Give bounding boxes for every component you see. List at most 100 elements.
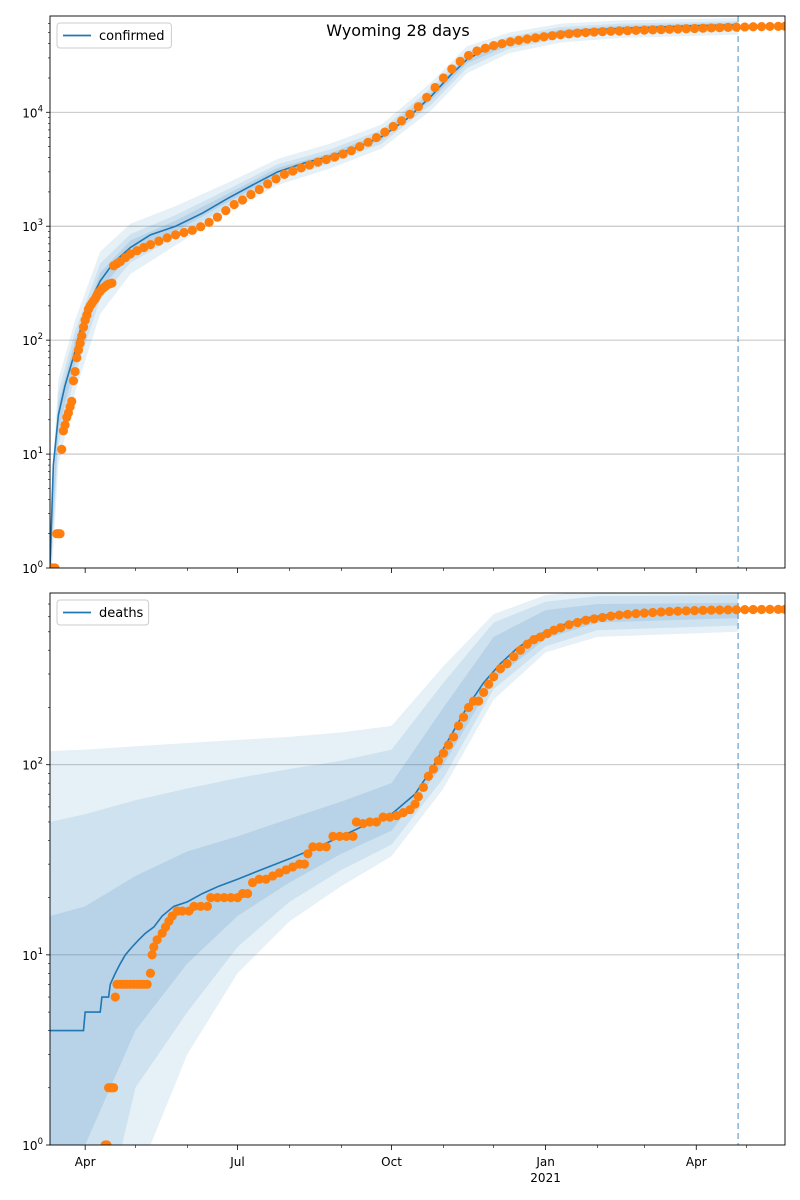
observed-point [455, 56, 465, 66]
observed-point [664, 606, 675, 617]
observed-point [681, 24, 691, 34]
observed-point [341, 831, 351, 841]
observed-point [539, 32, 549, 42]
observed-point [142, 979, 152, 989]
observed-point [328, 831, 338, 841]
observed-point [648, 607, 658, 618]
observed-point [145, 239, 156, 250]
observed-point [396, 116, 407, 126]
x-tick-label: Oct [381, 1155, 402, 1169]
observed-point [72, 353, 82, 363]
observed-point [196, 222, 206, 232]
observed-point [410, 799, 420, 809]
x-tick-label: Jul [229, 1155, 244, 1169]
uncertainty-band [50, 593, 739, 1145]
observed-point [271, 174, 281, 184]
observed-point [572, 617, 582, 628]
observed-point [631, 609, 641, 619]
observed-point [68, 376, 79, 386]
observed-point [75, 338, 85, 348]
observed-point [664, 24, 675, 34]
observed-point [731, 605, 742, 615]
observed-point [463, 50, 474, 61]
observed-point [614, 610, 624, 620]
observed-point [780, 604, 785, 614]
observed-point [338, 149, 348, 159]
observed-point [177, 906, 187, 916]
observed-point [296, 163, 306, 173]
observed-point [196, 901, 206, 911]
observed-point [530, 33, 541, 43]
legend-box [56, 22, 172, 49]
observed-point [371, 132, 382, 143]
observed-point [110, 992, 120, 1002]
observed-point [639, 608, 649, 618]
observed-point [443, 740, 454, 750]
observed-point [564, 29, 574, 39]
observed-point [756, 22, 767, 32]
observed-point [572, 28, 582, 38]
observed-point [689, 23, 700, 34]
observed-point [229, 199, 239, 210]
observed-point [480, 43, 490, 53]
plot-area [50, 16, 785, 568]
observed-point [187, 225, 197, 235]
observed-point [765, 21, 775, 32]
observed-point [673, 24, 683, 34]
observed-point [648, 25, 658, 35]
observed-point [497, 39, 507, 49]
y-tick-label: 103 [22, 218, 43, 234]
observed-point [78, 322, 89, 332]
observed-point [484, 679, 494, 689]
legend-label: confirmed [99, 29, 165, 44]
observed-point [715, 23, 725, 33]
observed-point [673, 606, 683, 616]
observed-point [706, 23, 716, 33]
observed-point [514, 35, 524, 45]
observed-point [405, 109, 415, 119]
observed-point [423, 771, 433, 781]
observed-point [589, 27, 599, 37]
observed-point [189, 901, 199, 911]
observed-point [581, 615, 591, 625]
observed-point [147, 950, 157, 960]
axes-frame [49, 592, 786, 1146]
observed-point [202, 901, 212, 911]
observed-point [70, 366, 80, 377]
observed-point [715, 605, 725, 615]
observed-point [489, 40, 499, 51]
observed-point [458, 712, 469, 722]
observed-point [438, 73, 449, 83]
observed-point [606, 26, 616, 36]
observed-point [371, 817, 382, 827]
observed-point [413, 102, 423, 112]
observed-point [502, 659, 512, 669]
observed-point [656, 607, 666, 617]
legend: confirmed [56, 22, 172, 49]
observed-point [152, 935, 162, 945]
observed-point [179, 227, 189, 238]
observed-point [780, 21, 785, 31]
confirmed-panel: 100 101 102 103 104 confirmed [22, 15, 786, 576]
observed-point [418, 782, 428, 792]
observed-point [308, 842, 318, 852]
observed-point [773, 604, 783, 614]
observed-point [204, 217, 214, 228]
observed-point [288, 166, 298, 176]
observed-point [145, 968, 156, 978]
observed-point [447, 64, 457, 74]
observed-point [698, 605, 708, 616]
uncertainty-band [50, 595, 739, 1145]
y-tick-label: 100 [22, 1137, 43, 1153]
observed-point [154, 236, 164, 246]
deaths-panel: 100 101 102 Apr Jul Oct Jan 2021 Apr deaths [22, 592, 786, 1185]
observed-point [509, 652, 519, 662]
legend-label: deaths [99, 606, 144, 621]
observed-point [221, 206, 231, 216]
observed-point [698, 23, 708, 33]
observed-point [363, 137, 373, 147]
observed-point [55, 529, 65, 539]
observed-point [263, 179, 273, 189]
x-tick-label: Apr [75, 1155, 96, 1169]
observed-point [681, 606, 691, 616]
